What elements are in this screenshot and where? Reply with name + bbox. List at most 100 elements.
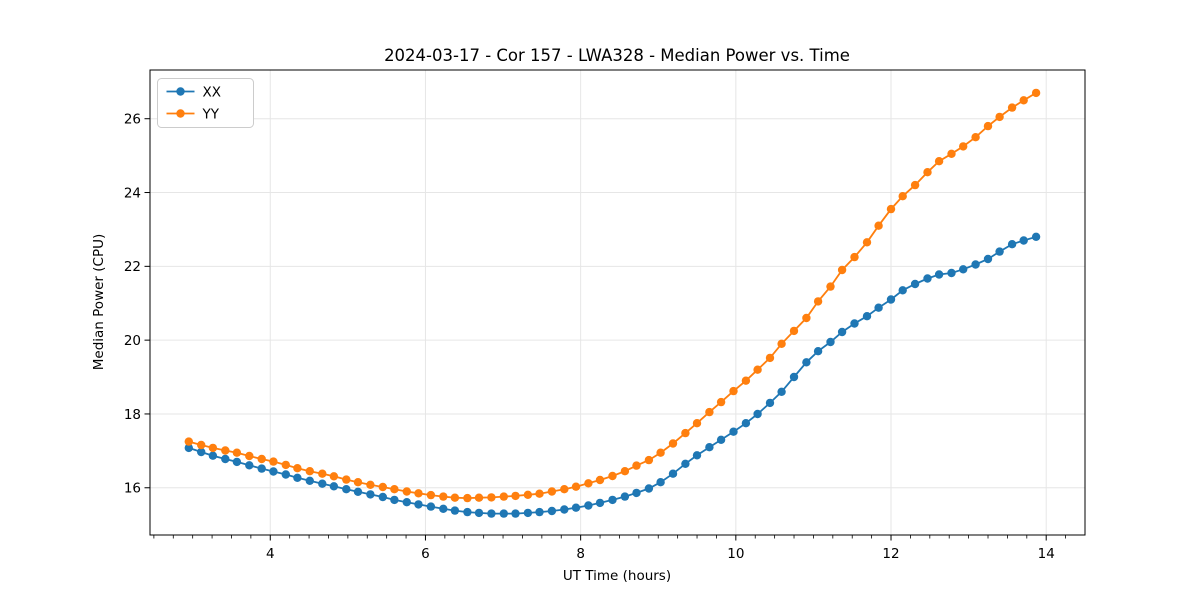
data-point-marker-YY <box>547 487 557 496</box>
y-tick-label: 20 <box>124 333 141 349</box>
y-tick-label: 22 <box>124 259 141 275</box>
data-point-marker-YY <box>281 460 290 470</box>
x-tick-label: 10 <box>727 546 744 562</box>
y-tick-label: 26 <box>124 112 141 128</box>
y-tick-label: 16 <box>124 481 141 497</box>
data-point-marker-YY <box>584 479 593 488</box>
data-point-marker-YY <box>305 467 314 476</box>
plot-border <box>149 69 1086 536</box>
data-point-marker-YY <box>414 489 423 498</box>
data-point-marker-YY <box>995 112 1004 122</box>
data-point-marker-YY <box>826 282 835 291</box>
data-point-marker-YY <box>499 492 508 501</box>
data-point-marker-YY <box>329 472 339 481</box>
data-point-marker-YY <box>366 480 375 489</box>
data-point-marker-XX <box>898 286 907 295</box>
data-point-marker-YY <box>245 451 254 461</box>
data-point-marker-YY <box>318 469 327 478</box>
data-point-marker-XX <box>232 457 242 467</box>
data-point-marker-YY <box>608 471 617 481</box>
data-point-marker-XX <box>681 459 690 468</box>
data-point-marker-XX <box>959 265 968 274</box>
data-point-marker-YY <box>378 482 387 492</box>
data-point-marker-XX <box>705 443 714 452</box>
data-point-marker-YY <box>1019 96 1028 105</box>
data-point-marker-YY <box>971 133 980 142</box>
data-point-marker-YY <box>342 475 351 484</box>
data-point-marker-XX <box>656 478 665 487</box>
data-point-marker-XX <box>753 409 762 419</box>
data-point-marker-XX <box>560 505 569 514</box>
data-point-marker-XX <box>584 501 593 510</box>
data-point-marker-YY <box>910 180 920 190</box>
data-point-marker-YY <box>789 326 799 336</box>
data-point-marker-XX <box>765 398 775 408</box>
data-point-marker-XX <box>620 492 630 501</box>
data-point-marker-XX <box>777 387 786 396</box>
data-point-marker-XX <box>402 498 411 507</box>
data-point-marker-XX <box>934 270 944 279</box>
data-point-marker-YY <box>813 297 823 306</box>
data-point-marker-YY <box>681 428 690 438</box>
data-point-marker-XX <box>874 303 883 312</box>
data-point-marker-XX <box>910 279 920 289</box>
data-point-marker-XX <box>837 327 847 337</box>
data-point-marker-YY <box>426 490 436 500</box>
data-point-marker-YY <box>837 265 847 275</box>
data-point-marker-YY <box>511 491 520 501</box>
data-point-marker-XX <box>692 451 702 460</box>
data-point-marker-YY <box>221 446 230 455</box>
data-point-marker-YY <box>850 252 859 262</box>
x-tick-label: 6 <box>421 546 430 562</box>
data-point-marker-XX <box>184 443 193 453</box>
data-point-marker-XX <box>523 508 533 518</box>
data-point-marker-YY <box>741 376 751 385</box>
data-point-marker-XX <box>269 467 278 476</box>
y-tick-label: 24 <box>124 185 141 201</box>
data-point-marker-XX <box>378 492 387 502</box>
data-point-marker-YY <box>620 467 630 476</box>
data-point-marker-YY <box>765 353 775 363</box>
data-point-marker-XX <box>850 319 859 328</box>
data-point-marker-YY <box>450 493 460 502</box>
data-point-marker-YY <box>705 407 714 417</box>
data-point-marker-XX <box>862 312 872 321</box>
data-point-marker-YY <box>439 492 448 501</box>
data-point-marker-YY <box>1031 88 1041 98</box>
data-point-marker-XX <box>305 476 314 485</box>
data-point-marker-XX <box>947 268 956 278</box>
data-point-marker-YY <box>463 493 472 503</box>
data-point-marker-XX <box>983 254 993 264</box>
data-point-marker-YY <box>802 313 811 323</box>
data-point-marker-YY <box>390 485 399 494</box>
data-point-marker-YY <box>983 121 993 131</box>
data-point-marker-YY <box>668 439 678 448</box>
data-point-marker-YY <box>257 454 266 464</box>
data-point-marker-XX <box>995 247 1004 256</box>
data-layer <box>184 88 1041 518</box>
y-axis-label: Median Power (CPU) <box>91 234 107 370</box>
data-point-marker-XX <box>535 507 544 517</box>
data-point-marker-XX <box>716 435 726 444</box>
x-tick-label: 4 <box>266 546 275 562</box>
data-point-marker-XX <box>390 495 399 505</box>
legend: XX YY <box>157 78 254 128</box>
data-point-marker-XX <box>668 469 678 478</box>
data-point-marker-YY <box>571 482 581 491</box>
chart-title: 2024-03-17 - Cor 157 - LWA328 - Median P… <box>384 46 850 65</box>
data-point-marker-XX <box>474 508 484 518</box>
data-point-marker-YY <box>1007 103 1017 112</box>
data-point-marker-YY <box>729 386 738 396</box>
data-point-marker-XX <box>414 500 423 509</box>
data-point-marker-XX <box>426 502 436 511</box>
data-point-marker-XX <box>632 488 641 498</box>
data-point-marker-YY <box>898 192 907 201</box>
data-point-marker-YY <box>560 485 569 494</box>
data-point-marker-XX <box>547 506 557 516</box>
data-point-marker-XX <box>802 358 811 367</box>
data-point-marker-XX <box>439 504 448 513</box>
data-point-marker-YY <box>692 419 702 428</box>
data-point-marker-XX <box>353 487 363 496</box>
data-point-marker-YY <box>402 487 411 496</box>
